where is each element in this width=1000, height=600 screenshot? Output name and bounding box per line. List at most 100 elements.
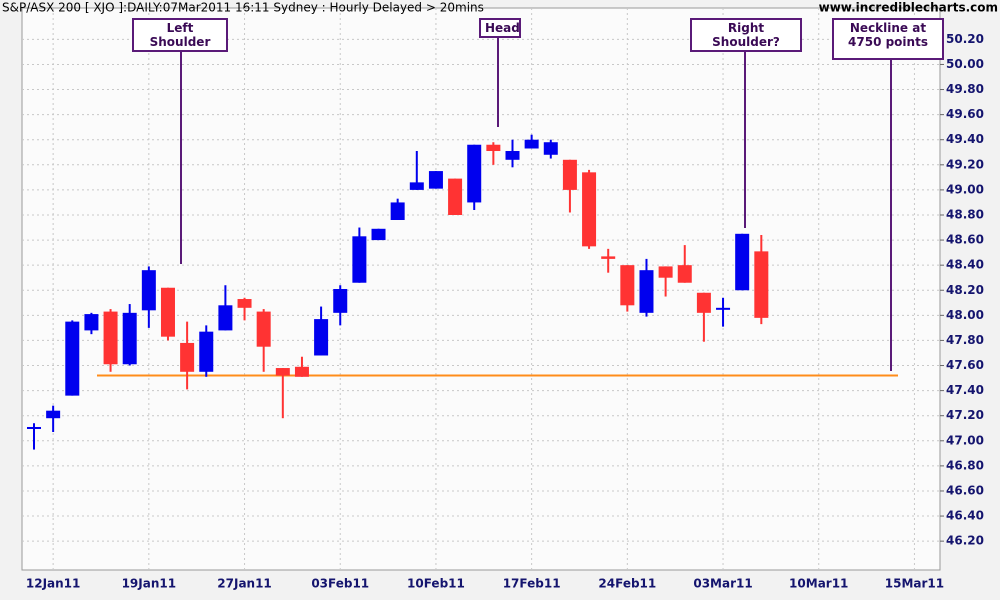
candle [505, 139, 520, 168]
candle-body [314, 319, 329, 356]
candle-body [505, 151, 520, 160]
x-tick-label: 15Mar11 [885, 577, 944, 591]
candle-body [65, 321, 80, 396]
candle [428, 171, 443, 189]
candle-body [409, 182, 424, 190]
candle-body [428, 171, 443, 189]
candle [84, 312, 99, 335]
candle-body [237, 299, 252, 308]
candle-body [122, 312, 137, 365]
candle [467, 144, 482, 210]
candle [103, 309, 118, 372]
y-tick-label: 48.20 [946, 283, 984, 297]
y-tick-label: 47.60 [946, 358, 984, 372]
x-tick-label: 10Feb11 [407, 577, 465, 591]
annotation: Head [479, 18, 521, 38]
candle-body [754, 251, 769, 318]
candle-body [352, 236, 367, 283]
y-tick-label: 49.80 [946, 82, 984, 96]
x-tick-label: 24Feb11 [598, 577, 656, 591]
candle [543, 139, 558, 159]
candle-body [84, 314, 99, 331]
y-tick-label: 46.20 [946, 534, 984, 548]
candle [256, 309, 271, 372]
candle [122, 304, 137, 366]
candle [199, 325, 214, 377]
candle-body [467, 144, 482, 203]
candle-body [677, 265, 692, 283]
candle-body [333, 289, 348, 313]
candle [677, 245, 692, 283]
candle [409, 151, 424, 190]
candle [390, 198, 405, 221]
candle [639, 258, 654, 317]
candle [141, 266, 156, 328]
y-tick-label: 49.60 [946, 107, 984, 121]
annotation: Left Shoulder [132, 18, 228, 52]
candle-body [103, 311, 118, 365]
candle-body [716, 307, 731, 310]
candle-body [256, 311, 271, 347]
candle [562, 159, 577, 213]
y-tick-label: 47.80 [946, 333, 984, 347]
annotation: Neckline at 4750 points [832, 18, 944, 60]
candle-body [658, 266, 673, 278]
candle [448, 178, 463, 215]
y-tick-label: 48.80 [946, 207, 984, 221]
candle-body [735, 233, 750, 291]
candle-body [46, 410, 61, 419]
candle [524, 134, 539, 149]
candle [65, 320, 80, 396]
y-tick-label: 49.20 [946, 157, 984, 171]
candle [696, 292, 711, 342]
candle-body [543, 142, 558, 155]
candle [658, 266, 673, 297]
y-tick-label: 46.40 [946, 509, 984, 523]
candle [314, 306, 329, 356]
candle-body [218, 305, 233, 331]
y-tick-label: 50.00 [946, 57, 984, 71]
x-tick-label: 19Jan11 [122, 577, 177, 591]
candle [218, 285, 233, 331]
candle [371, 228, 386, 241]
candle-body [562, 159, 577, 190]
candle-body [160, 287, 175, 337]
x-tick-label: 12Jan11 [26, 577, 81, 591]
y-tick-label: 47.40 [946, 383, 984, 397]
candle-body [524, 139, 539, 149]
candle-body [275, 368, 290, 376]
chart-title: S&P/ASX 200 [ XJO ]:DAILY:07Mar2011 16:1… [2, 1, 484, 15]
candle-body [696, 292, 711, 313]
candle-body [371, 228, 386, 241]
candle [582, 169, 597, 249]
x-tick-label: 27Jan11 [217, 577, 272, 591]
source-label: www.incrediblecharts.com [819, 1, 998, 15]
y-tick-label: 50.20 [946, 32, 984, 46]
annotation: Right Shoulder? [690, 18, 802, 52]
candle [352, 227, 367, 283]
candle [333, 285, 348, 326]
candle [486, 142, 501, 165]
x-tick-label: 17Feb11 [503, 577, 561, 591]
y-tick-label: 49.00 [946, 182, 984, 196]
x-tick-label: 03Feb11 [311, 577, 369, 591]
candle-body [294, 366, 309, 377]
candle [180, 321, 195, 390]
y-tick-label: 47.20 [946, 408, 984, 422]
candle [716, 297, 731, 327]
x-tick-label: 10Mar11 [789, 577, 848, 591]
x-tick-label: 03Mar11 [693, 577, 752, 591]
candle-body [390, 202, 405, 221]
y-tick-label: 48.00 [946, 308, 984, 322]
candle [27, 423, 41, 450]
candle [275, 368, 290, 419]
candle-body [180, 342, 195, 372]
candle [620, 265, 635, 312]
y-tick-label: 49.40 [946, 132, 984, 146]
y-tick-label: 46.60 [946, 483, 984, 497]
candle [160, 287, 175, 341]
candle [754, 235, 769, 325]
plot-area [21, 7, 941, 571]
